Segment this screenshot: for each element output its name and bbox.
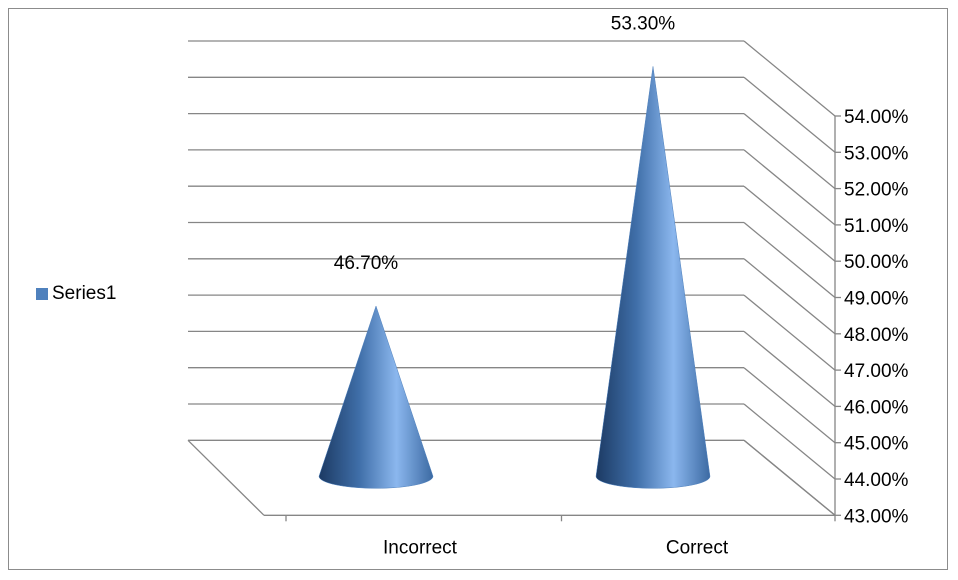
y-tick-label: 54.00% bbox=[844, 107, 909, 128]
gridline-depth bbox=[743, 367, 836, 444]
legend-swatch bbox=[36, 288, 48, 300]
y-tick-label: 43.00% bbox=[844, 506, 909, 527]
y-tick-label: 47.00% bbox=[844, 361, 909, 382]
data-label: 53.30% bbox=[611, 13, 676, 34]
category-label: Correct bbox=[666, 537, 729, 558]
gridline-depth bbox=[743, 330, 836, 407]
cone-correct bbox=[595, 66, 711, 489]
gridline-depth bbox=[743, 76, 836, 153]
floor-right-edge bbox=[743, 439, 836, 516]
gridline-depth bbox=[743, 403, 836, 480]
gridline-depth bbox=[743, 258, 836, 335]
gridline-depth bbox=[743, 185, 836, 262]
gridlines bbox=[187, 40, 836, 516]
axes bbox=[285, 115, 841, 522]
y-tick-label: 45.00% bbox=[844, 434, 909, 455]
legend: Series1 bbox=[36, 283, 116, 305]
gridline-depth bbox=[743, 40, 836, 117]
cones bbox=[318, 66, 711, 489]
category-label: Incorrect bbox=[383, 537, 458, 558]
gridline-depth bbox=[743, 149, 836, 226]
cone-incorrect bbox=[318, 305, 434, 489]
chart-frame bbox=[8, 8, 948, 570]
gridline-depth bbox=[743, 294, 836, 371]
floor-left-edge bbox=[187, 439, 265, 516]
y-tick-label: 51.00% bbox=[844, 216, 909, 237]
y-tick-label: 52.00% bbox=[844, 180, 909, 201]
labels: 43.00% 44.00% 45.00% 46.00% 47.00% 48.00% 49.0… bbox=[334, 13, 909, 558]
gridline-depth bbox=[743, 113, 836, 190]
y-tick-label: 44.00% bbox=[844, 470, 909, 491]
legend-label: Series1 bbox=[52, 283, 117, 304]
y-tick-label: 48.00% bbox=[844, 325, 909, 346]
y-tick-label: 49.00% bbox=[844, 289, 909, 310]
y-tick-label: 50.00% bbox=[844, 252, 909, 273]
y-tick-label: 46.00% bbox=[844, 397, 909, 418]
data-label: 46.70% bbox=[334, 253, 399, 274]
gridline-depth bbox=[743, 221, 836, 299]
y-tick-label: 53.00% bbox=[844, 143, 909, 164]
